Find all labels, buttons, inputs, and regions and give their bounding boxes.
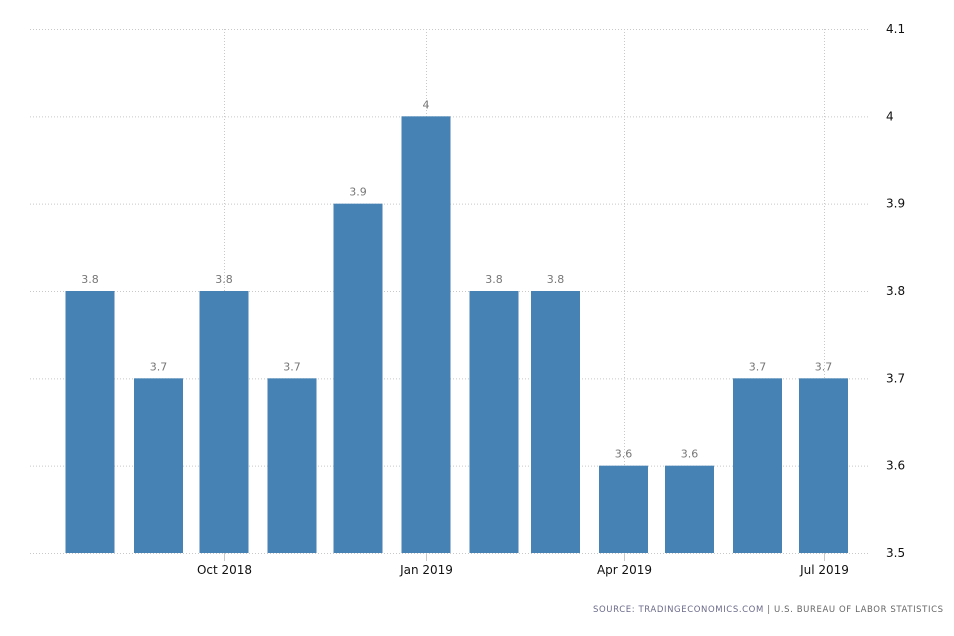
bar-apr-2019: [599, 465, 648, 553]
data-label: 3.8: [81, 273, 99, 286]
source-note: SOURCE: TRADINGECONOMICS.COM | U.S. BURE…: [593, 605, 944, 615]
y-tick-label: 3.6: [886, 459, 905, 473]
y-tick-label: 3.8: [886, 284, 905, 298]
y-tick-label: 3.7: [886, 371, 905, 385]
data-label: 4: [423, 98, 430, 111]
bar-jun-2019: [733, 378, 782, 553]
x-tick-label: Jul 2019: [799, 563, 849, 577]
data-label: 3.7: [749, 360, 767, 373]
x-tick-label: Apr 2019: [597, 563, 652, 577]
bar-dec-2018: [333, 203, 383, 553]
data-label: 3.7: [283, 360, 301, 373]
source-label: SOURCE: TRADINGECONOMICS.COM: [593, 605, 764, 615]
bar-jul-2019: [799, 378, 848, 553]
bar-oct-2018: [199, 291, 249, 553]
data-label: 3.6: [681, 448, 699, 461]
data-label: 3.6: [615, 448, 633, 461]
x-tick-label: Oct 2018: [197, 563, 252, 577]
data-label: 3.8: [215, 273, 233, 286]
source-separator: |: [767, 605, 771, 615]
y-tick-label: 4: [886, 109, 894, 123]
y-tick-label: 3.5: [886, 546, 905, 560]
bar-feb-2019: [469, 291, 519, 553]
bar-mar-2019: [531, 291, 580, 553]
y-tick-label: 4.1: [886, 22, 905, 36]
bar-jan-2019: [401, 116, 451, 553]
data-label: 3.8: [547, 273, 565, 286]
bar-nov-2018: [267, 378, 317, 553]
data-label: 3.7: [150, 360, 168, 373]
bar-aug-2018: [65, 291, 115, 553]
bar-may-2019: [665, 465, 714, 553]
data-label: 3.8: [485, 273, 503, 286]
data-label: 3.7: [815, 360, 833, 373]
bar-sep-2018: [134, 378, 183, 553]
data-label: 3.9: [349, 186, 367, 199]
y-tick-label: 3.9: [886, 197, 905, 211]
source-provider: U.S. BUREAU OF LABOR STATISTICS: [774, 605, 944, 615]
x-tick-label: Jan 2019: [399, 563, 453, 577]
